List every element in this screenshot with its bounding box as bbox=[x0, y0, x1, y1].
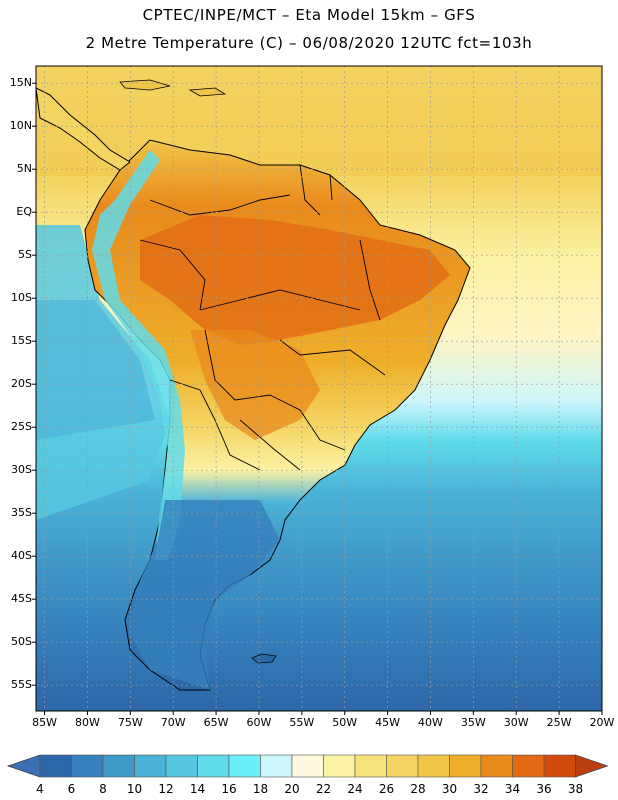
colorbar-swatch bbox=[102, 754, 135, 778]
colorbar-label: 22 bbox=[315, 782, 332, 796]
colorbar-label: 36 bbox=[536, 782, 552, 796]
latitude-label: 10S bbox=[11, 291, 32, 305]
latitude-label: 55S bbox=[11, 678, 32, 692]
colorbar-label: 30 bbox=[441, 782, 458, 796]
chaco-hot-region bbox=[190, 330, 320, 440]
colorbar-swatch bbox=[71, 754, 104, 778]
colorbar bbox=[6, 754, 609, 778]
longitude-label: 70W bbox=[160, 716, 186, 729]
longitude-label: 65W bbox=[203, 716, 229, 729]
colorbar-swatch bbox=[197, 754, 230, 778]
colorbar-swatch bbox=[165, 754, 198, 778]
colorbar-swatch bbox=[449, 754, 482, 778]
map-frame bbox=[35, 65, 603, 712]
caribbean-islands bbox=[119, 79, 227, 97]
longitude-label: 35W bbox=[460, 716, 486, 729]
colorbar-label: 8 bbox=[99, 782, 107, 796]
longitude-label: 80W bbox=[75, 716, 100, 729]
colorbar-swatch bbox=[354, 754, 387, 778]
latitude-label: 15N bbox=[9, 76, 32, 90]
longitude-label: 40W bbox=[418, 716, 443, 729]
latitude-label: 30S bbox=[11, 463, 32, 477]
longitude-label: 50W bbox=[332, 716, 358, 729]
amazon-hot-region bbox=[140, 215, 450, 345]
longitude-label: 85W bbox=[32, 716, 57, 729]
colorbar-swatch bbox=[417, 754, 450, 778]
colorbar-swatch bbox=[323, 754, 356, 778]
colorbar-label: 28 bbox=[410, 782, 426, 796]
longitude-label: 45W bbox=[375, 716, 401, 729]
colorbar-label: 34 bbox=[504, 782, 521, 796]
colorbar-swatch bbox=[512, 754, 545, 778]
colorbar-high-arrow bbox=[575, 754, 609, 778]
colorbar-label: 32 bbox=[473, 782, 489, 796]
longitude-label: 55W bbox=[289, 716, 315, 729]
latitude-label: 50S bbox=[11, 635, 32, 649]
graticule bbox=[36, 66, 602, 711]
colorbar-label: 38 bbox=[567, 782, 584, 796]
latitude-label: 10N bbox=[9, 119, 32, 133]
colorbar-label: 12 bbox=[158, 782, 174, 796]
colorbar-label: 16 bbox=[221, 782, 237, 796]
longitude-label: 25W bbox=[546, 716, 572, 729]
longitude-label: 75W bbox=[117, 716, 143, 729]
colorbar-label: 18 bbox=[252, 782, 269, 796]
colorbar-low-arrow bbox=[6, 754, 41, 778]
map-title: CPTEC/INPE/MCT – Eta Model 15km – GFS bbox=[142, 6, 476, 24]
latitude-label: 5N bbox=[16, 162, 32, 176]
colorbar-label: 6 bbox=[67, 782, 76, 796]
colorbar-swatch bbox=[386, 754, 419, 778]
colorbar-swatch bbox=[39, 754, 72, 778]
tick-marks bbox=[32, 82, 603, 715]
map-subtitle: 2 Metre Temperature (C) – 06/08/2020 12U… bbox=[85, 34, 533, 52]
colorbar-label: 10 bbox=[126, 782, 143, 796]
colorbar-swatch bbox=[291, 754, 324, 778]
colorbar-swatch bbox=[134, 754, 167, 778]
latitude-label: 35S bbox=[11, 506, 32, 520]
latitude-label: EQ bbox=[16, 205, 32, 219]
colorbar-swatch bbox=[228, 754, 261, 778]
latitude-label: 20S bbox=[11, 377, 32, 391]
colorbar-label: 24 bbox=[347, 782, 363, 796]
colorbar-swatch bbox=[480, 754, 513, 778]
latitude-label: 5S bbox=[18, 248, 32, 262]
falkland-islands bbox=[251, 653, 277, 664]
colorbar-label: 20 bbox=[284, 782, 300, 796]
colorbar-label: 4 bbox=[36, 782, 44, 796]
country-borders bbox=[139, 164, 386, 471]
longitude-label: 20W bbox=[589, 716, 615, 729]
latitude-label: 25S bbox=[11, 420, 32, 434]
colorbar-swatch bbox=[260, 754, 293, 778]
longitude-label: 30W bbox=[503, 716, 529, 729]
latitude-label: 15S bbox=[11, 334, 32, 348]
latitude-label: 40S bbox=[11, 549, 32, 563]
colorbar-label: 26 bbox=[378, 782, 395, 796]
longitude-label: 60W bbox=[246, 716, 272, 729]
colorbar-swatch bbox=[543, 754, 576, 778]
colorbar-label: 14 bbox=[189, 782, 206, 796]
latitude-label: 45S bbox=[11, 592, 32, 606]
pacific-cool-band-inner bbox=[36, 300, 155, 440]
